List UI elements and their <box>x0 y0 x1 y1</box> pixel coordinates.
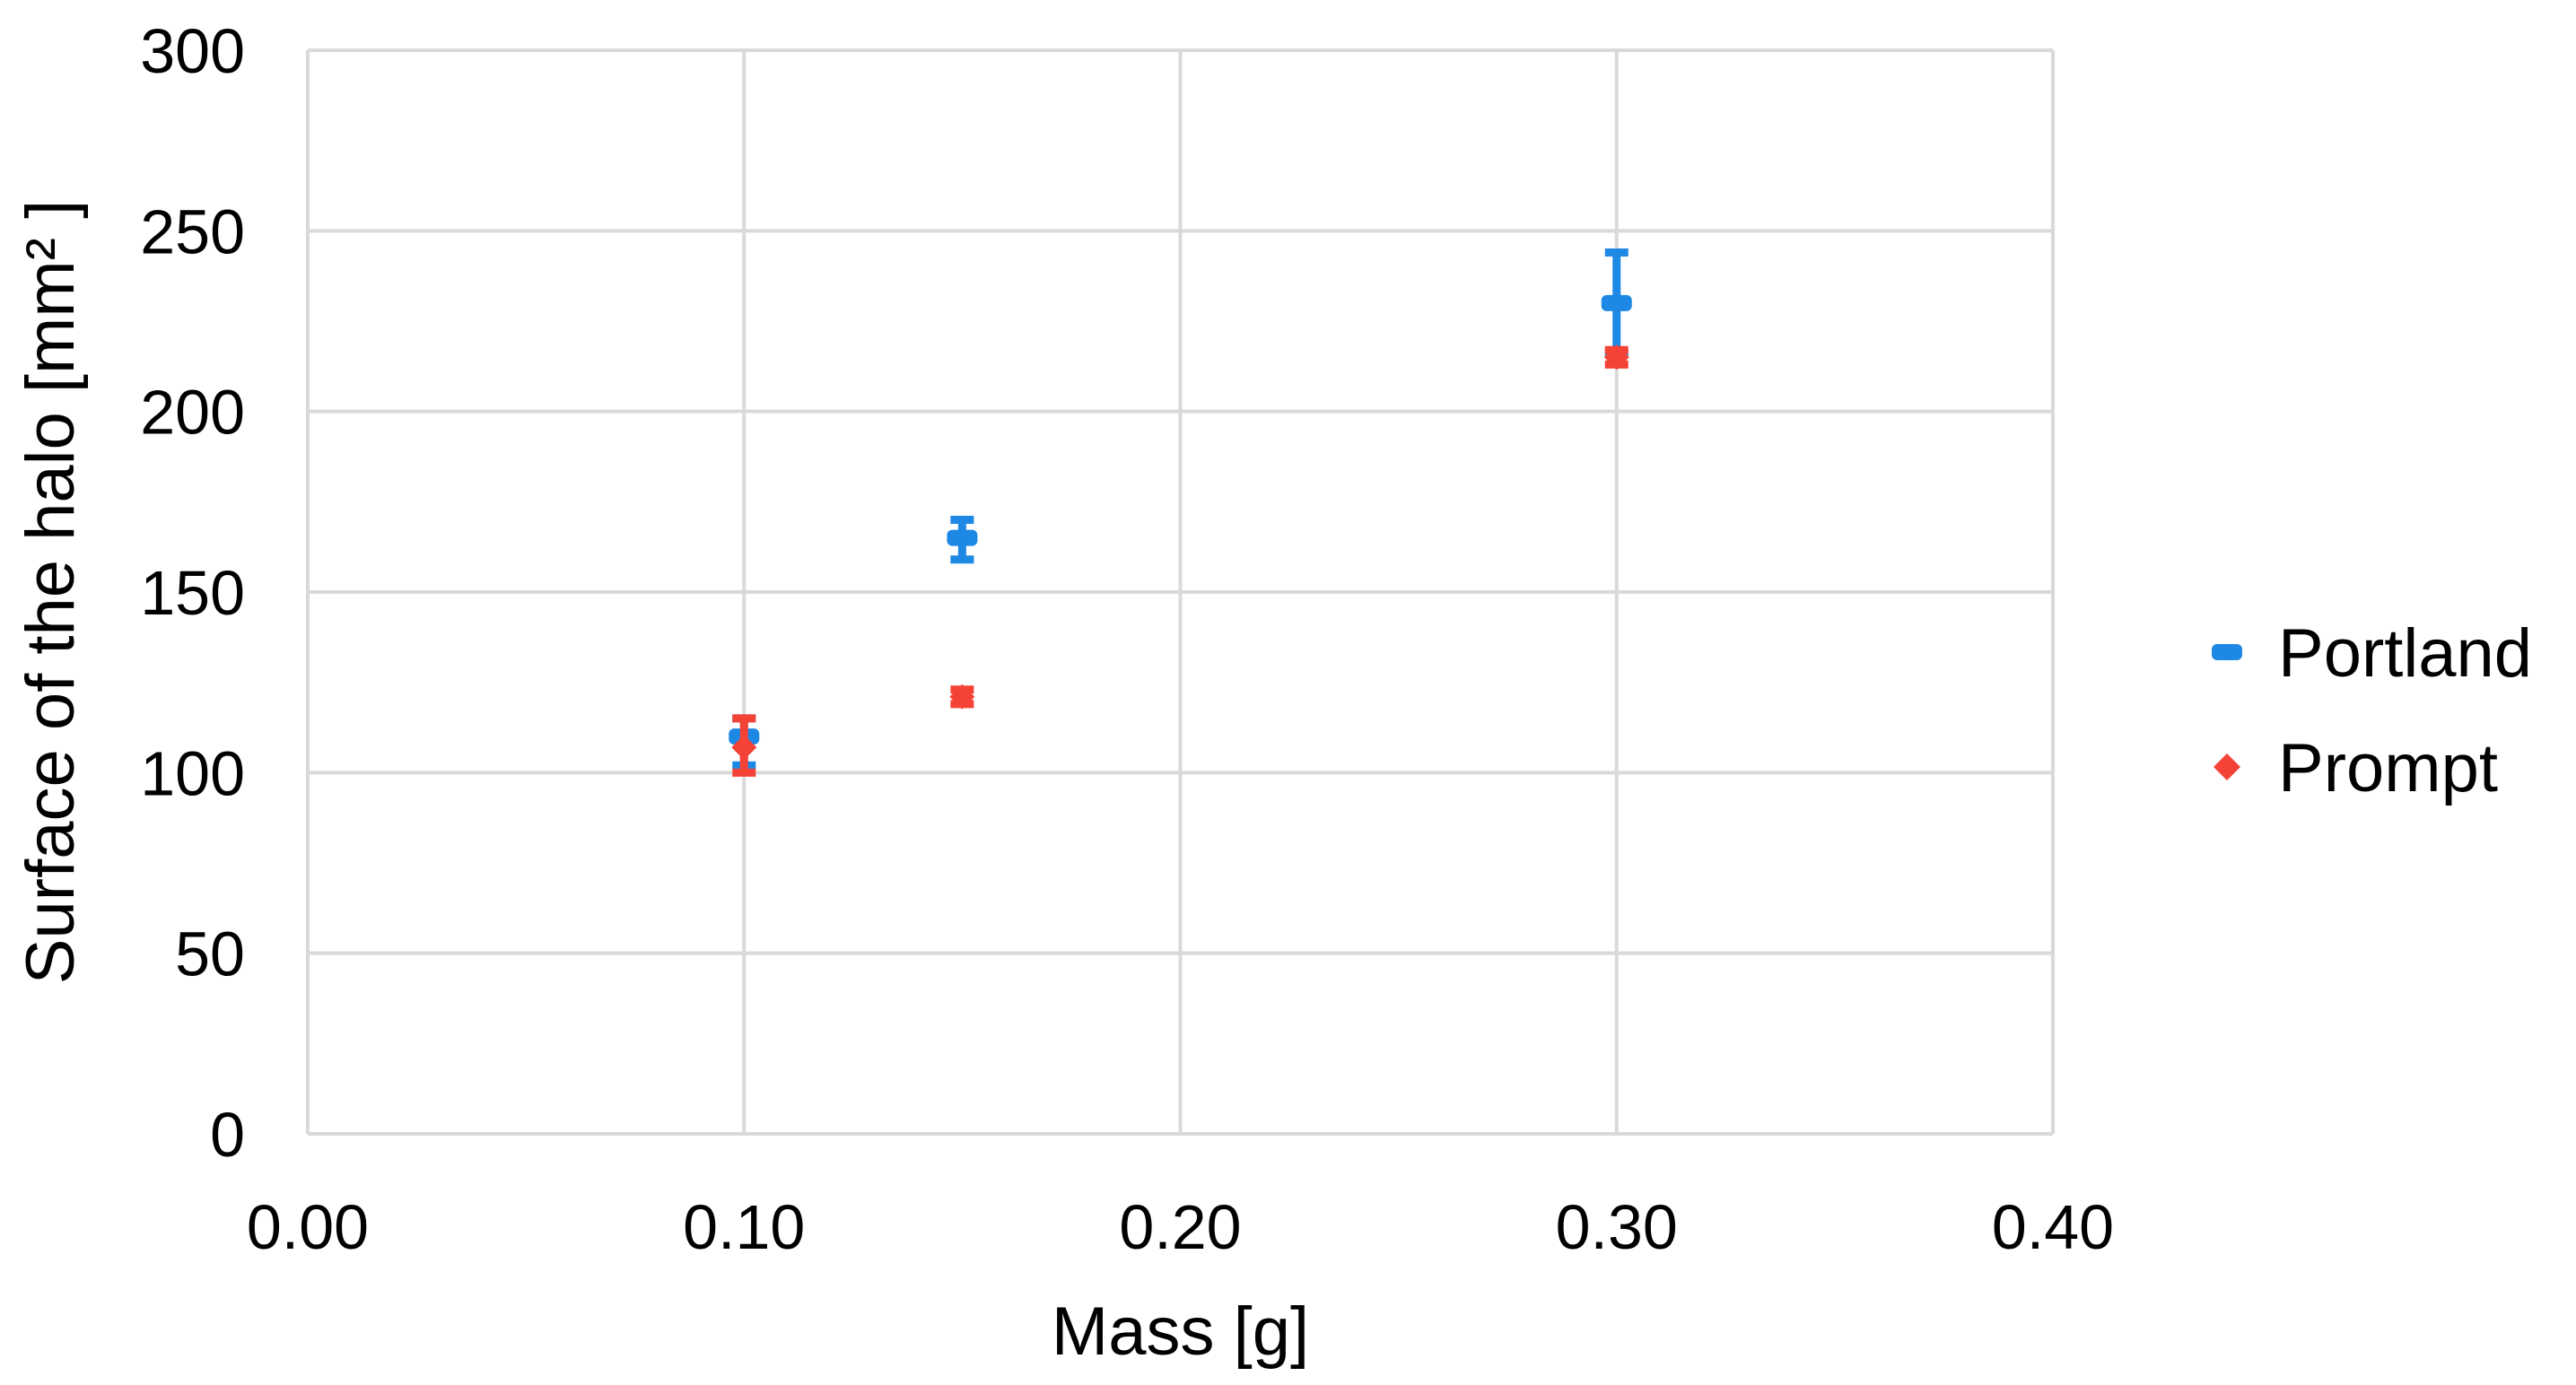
y-tick-label-300: 300 <box>140 16 245 86</box>
legend-item-portland: Portland <box>2212 615 2532 692</box>
x-axis-ticks: 0.00 0.10 0.20 0.30 0.40 <box>247 1192 2114 1262</box>
x-tick-label-0.20: 0.20 <box>1119 1192 1241 1262</box>
legend-label-prompt: Prompt <box>2278 730 2498 806</box>
y-axis-ticks: 0 50 100 150 200 250 300 <box>140 16 245 1170</box>
y-tick-label-0: 0 <box>210 1100 245 1170</box>
x-tick-label-0.00: 0.00 <box>247 1192 369 1262</box>
y-tick-label-150: 150 <box>140 558 245 628</box>
data-series <box>729 248 1632 777</box>
legend-item-prompt: Prompt <box>2214 730 2498 806</box>
y-tick-label-200: 200 <box>140 378 245 448</box>
legend-swatch-portland <box>2212 644 2242 660</box>
x-tick-label-0.40: 0.40 <box>1992 1192 2114 1262</box>
legend: Portland Prompt <box>2212 615 2532 806</box>
y-tick-label-50: 50 <box>175 919 245 989</box>
x-tick-label-0.30: 0.30 <box>1556 1192 1678 1262</box>
point-portland-2 <box>1601 294 1632 311</box>
point-prompt-0 <box>731 735 757 761</box>
y-axis-title: Surface of the halo [mm² ] <box>13 200 89 984</box>
x-axis-title: Mass [g] <box>1052 1294 1309 1370</box>
x-tick-label-0.10: 0.10 <box>683 1192 805 1262</box>
y-tick-label-100: 100 <box>140 738 245 808</box>
point-prompt-1 <box>949 684 975 710</box>
point-prompt-2 <box>1603 344 1629 370</box>
point-portland-1 <box>947 529 978 546</box>
legend-label-portland: Portland <box>2278 615 2532 692</box>
legend-swatch-prompt <box>2214 753 2240 780</box>
series-prompt <box>731 344 1629 777</box>
gridlines <box>306 48 2055 1136</box>
y-tick-label-250: 250 <box>140 196 245 266</box>
